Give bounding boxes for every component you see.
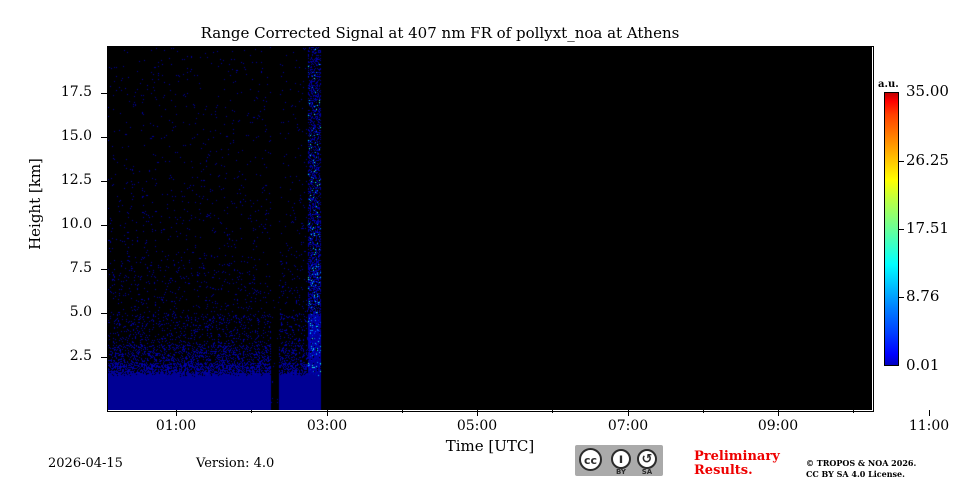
x-tick-label: 07:00 (607, 418, 649, 434)
y-tick-label: 2.5 (69, 348, 92, 364)
colorbar-tick-mark (899, 161, 904, 162)
x-tick-label: 11:00 (908, 418, 950, 434)
y-tick-label: 5.0 (69, 304, 92, 320)
y-tick-label: 15.0 (60, 128, 92, 144)
copyright-note: © TROPOS & NOA 2026. CC BY SA 4.0 Licens… (806, 458, 916, 480)
x-tick-mark (327, 410, 328, 416)
x-tick-mark (628, 410, 629, 416)
y-tick-label: 12.5 (60, 172, 92, 188)
footer-version: Version: 4.0 (196, 456, 275, 471)
y-tick-label: 10.0 (60, 216, 92, 232)
y-tick-mark (101, 225, 107, 226)
heatmap-canvas (107, 46, 872, 410)
colorbar-tick-mark (899, 297, 904, 298)
y-tick-mark (101, 137, 107, 138)
x-tick-minor (251, 410, 252, 413)
y-tick-label: 17.5 (60, 84, 92, 100)
colorbar-gradient (884, 92, 899, 366)
x-tick-mark (929, 410, 930, 416)
cc-badge-icons: cc ı ↺ (575, 446, 663, 471)
creative-commons-badge-icon: cc ı ↺ BY SA (575, 445, 663, 476)
y-tick-mark (101, 313, 107, 314)
preliminary-line-1: Preliminary (694, 449, 780, 464)
x-tick-mark (176, 410, 177, 416)
preliminary-results-note: Preliminary Results. (694, 450, 780, 478)
copyright-line-2: CC BY SA 4.0 License. (806, 469, 905, 479)
y-tick-mark (101, 269, 107, 270)
footer-date: 2026-04-15 (48, 456, 123, 471)
x-tick-minor (703, 410, 704, 413)
copyright-line-1: © TROPOS & NOA 2026. (806, 458, 917, 468)
y-axis-label: Height [km] (26, 158, 44, 250)
x-tick-mark (778, 410, 779, 416)
y-tick-label: 7.5 (69, 260, 92, 276)
x-tick-minor (853, 410, 854, 413)
cc-by-person-icon: ı (611, 449, 631, 469)
colorbar-tick-label: 0.01 (906, 356, 940, 374)
colorbar (884, 92, 899, 366)
cc-sharealike-icon: ↺ (637, 449, 657, 469)
plot-data-area (107, 46, 872, 410)
y-tick-mark (101, 357, 107, 358)
y-tick-mark (101, 93, 107, 94)
y-tick-mark (101, 181, 107, 182)
colorbar-tick-label: 17.51 (906, 219, 949, 237)
page-title: Range Corrected Signal at 407 nm FR of p… (200, 24, 680, 42)
colorbar-tick-label: 35.00 (906, 82, 949, 100)
cc-by-label: BY (615, 468, 627, 476)
x-axis-label: Time [UTC] (445, 437, 535, 455)
preliminary-line-2: Results. (694, 463, 753, 478)
x-tick-label: 05:00 (456, 418, 498, 434)
cc-sa-label: SA (641, 468, 653, 476)
x-tick-label: 09:00 (757, 418, 799, 434)
x-tick-mark (477, 410, 478, 416)
colorbar-tick-mark (899, 229, 904, 230)
colorbar-tick-label: 26.25 (906, 151, 949, 169)
x-tick-label: 03:00 (306, 418, 348, 434)
x-tick-label: 01:00 (155, 418, 197, 434)
colorbar-tick-label: 8.76 (906, 287, 940, 305)
cc-logo-icon: cc (579, 448, 602, 471)
x-tick-minor (402, 410, 403, 413)
x-tick-minor (552, 410, 553, 413)
colorbar-unit-label: a.u. (878, 79, 899, 90)
